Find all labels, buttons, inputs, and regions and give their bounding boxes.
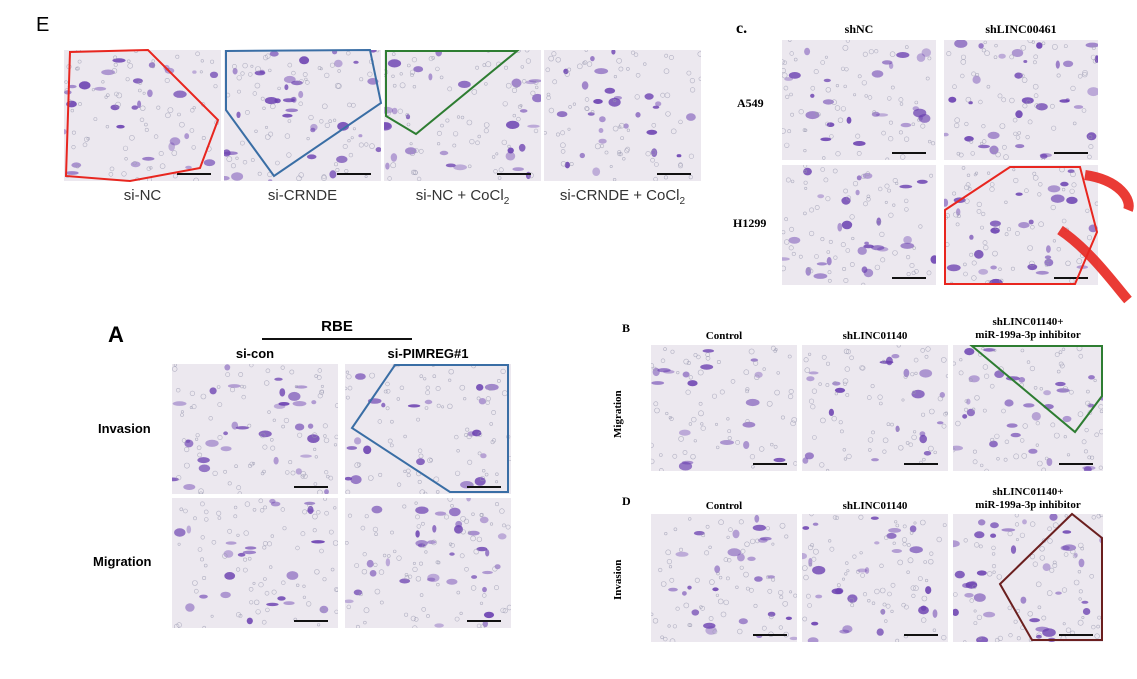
cell-texture [384,50,541,181]
col-label-d-2: shLINC01140 [842,500,908,512]
cell-texture [802,345,948,471]
col-label-c-2: shLINC00461 [985,22,1057,36]
group-label-rbe: RBE [321,318,353,335]
caption-e-3: si-NC + CoCl2 [415,187,510,207]
cell-texture [944,40,1098,160]
panel-letter-c: c. [736,20,748,37]
cell-texture [345,498,511,628]
micrograph-d-1 [651,514,797,642]
col-label-b-2: shLINC01140 [842,330,908,342]
col-label-b-1: Control [705,330,743,342]
group-underline [262,338,412,340]
micrograph-a-1 [172,364,338,494]
panel-letter-e: E [36,14,50,36]
col-label-c-1: shNC [844,22,874,36]
cell-texture [224,50,381,181]
cell-texture [651,514,797,642]
col-label-d-1: Control [705,500,743,512]
cell-texture [64,50,221,181]
micrograph-e-2 [224,50,381,181]
col-label-d-3: shLINC01140+ miR-199a-3p inhibitor [975,486,1081,511]
outline-b-green [969,345,1103,434]
micrograph-c-1 [782,40,936,160]
micrograph-e-4 [544,50,701,181]
caption-e-2: si-CRNDE [267,187,338,204]
cell-texture [172,498,338,628]
col-label-b-3: shLINC01140+ miR-199a-3p inhibitor [975,316,1081,341]
row-label-a-2: Migration [93,554,152,569]
cell-texture [345,364,511,494]
micrograph-a-3 [172,498,338,628]
outline-e-red [64,48,220,183]
row-label-c-1: A549 [737,96,764,110]
outline-e-green [385,50,520,136]
micrograph-d-2 [802,514,948,642]
panel-letter-b: B [622,321,631,335]
outline-c-red [944,166,1099,285]
cell-texture [172,364,338,494]
caption-e-4: si-CRNDE + CoCl2 [559,187,686,207]
panel-letter-a: A [108,322,124,347]
cell-texture [651,345,797,471]
caption-e-1: si-NC [123,187,162,204]
outline-a-blue [350,364,509,493]
micrograph-c-3 [782,165,936,285]
row-label-a-1: Invasion [98,421,151,436]
row-label-b: Migration [612,390,624,438]
panel-letter-d: D [622,494,631,508]
micrograph-a-2 [345,364,511,494]
col-label-a-1: si-con [235,346,275,361]
micrograph-d-3 [953,514,1103,642]
outline-e-blue [225,48,383,178]
micrograph-a-4 [345,498,511,628]
outline-d-brown [998,512,1103,641]
cell-texture [782,40,936,160]
cell-texture [953,345,1103,471]
micrograph-e-3 [384,50,541,181]
cell-texture [782,165,936,285]
micrograph-e-1 [64,50,221,181]
row-label-d: Invasion [612,559,624,600]
col-label-a-2: si-PIMREG#1 [387,346,469,361]
micrograph-b-3 [953,345,1103,471]
cell-texture [802,514,948,642]
micrograph-c-2 [944,40,1098,160]
micrograph-c-4 [944,165,1098,285]
watermark-mark [1057,170,1134,304]
cell-texture [544,50,701,181]
cell-texture [953,514,1103,642]
cell-texture [944,165,1098,285]
micrograph-b-2 [802,345,948,471]
row-label-c-2: H1299 [733,216,767,230]
micrograph-b-1 [651,345,797,471]
